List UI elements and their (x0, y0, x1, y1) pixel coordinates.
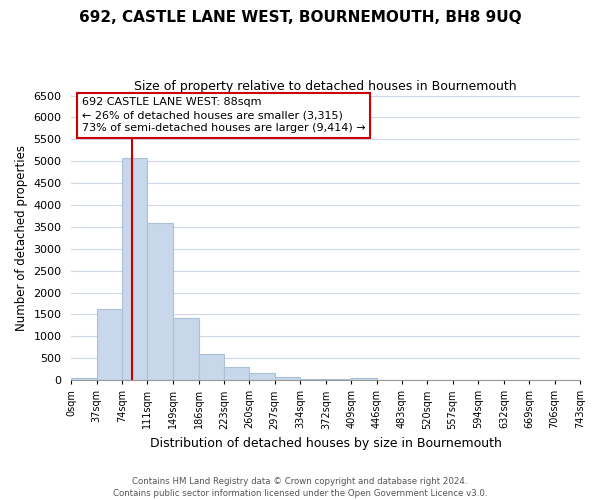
Bar (199, 354, 224, 380)
Bar (224, 367, 250, 380)
Text: 692 CASTLE LANE WEST: 88sqm
← 26% of detached houses are smaller (3,315)
73% of : 692 CASTLE LANE WEST: 88sqm ← 26% of det… (82, 97, 365, 134)
Bar (122, 158, 148, 380)
Text: Contains HM Land Registry data © Crown copyright and database right 2024.
Contai: Contains HM Land Registry data © Crown c… (113, 476, 487, 498)
X-axis label: Distribution of detached houses by size in Bournemouth: Distribution of detached houses by size … (150, 437, 502, 450)
Bar (148, 224, 173, 380)
Title: Size of property relative to detached houses in Bournemouth: Size of property relative to detached ho… (134, 80, 517, 93)
Bar (173, 318, 199, 380)
Bar (352, 378, 377, 380)
Bar (275, 376, 300, 380)
Bar (250, 374, 275, 380)
Bar (300, 378, 326, 380)
Bar (97, 309, 122, 380)
Bar (71, 378, 97, 380)
Y-axis label: Number of detached properties: Number of detached properties (15, 145, 28, 331)
Text: 692, CASTLE LANE WEST, BOURNEMOUTH, BH8 9UQ: 692, CASTLE LANE WEST, BOURNEMOUTH, BH8 … (79, 10, 521, 25)
